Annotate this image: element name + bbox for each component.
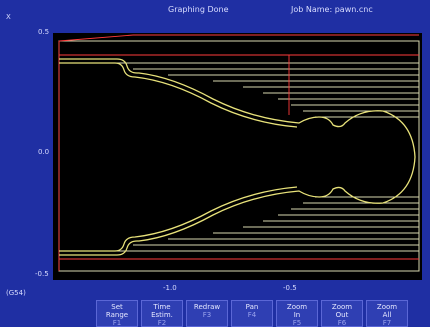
function-key-bar: Set Range F1 Time Estim. F2 Redraw F3 Pa… — [96, 300, 408, 327]
zoom-in-button[interactable]: Zoom In F5 — [276, 300, 318, 327]
roughing-passes — [59, 62, 419, 252]
title-bar: Graphing Done Job Name: pawn.cnc — [0, 0, 430, 24]
stock-outline — [58, 40, 420, 272]
x-axis-letter: X — [6, 13, 11, 21]
y-tick-label: -0.5 — [35, 270, 49, 278]
toolpath-graphic — [58, 34, 420, 272]
y-tick-label: 0.5 — [38, 28, 50, 36]
graphing-status: Graphing Done — [168, 5, 229, 14]
time-estimate-button[interactable]: Time Estim. F2 — [141, 300, 183, 327]
zoom-out-button[interactable]: Zoom Out F6 — [321, 300, 363, 327]
redraw-button[interactable]: Redraw F3 — [186, 300, 228, 327]
graph-area[interactable] — [53, 33, 422, 280]
zoom-all-button[interactable]: Zoom All F7 — [366, 300, 408, 327]
set-range-button[interactable]: Set Range F1 — [96, 300, 138, 327]
work-offset-label: (G54) — [6, 289, 26, 297]
x-tick-label: -1.0 — [163, 284, 177, 292]
pan-button[interactable]: Pan F4 — [231, 300, 273, 327]
y-tick-label: 0.0 — [38, 148, 50, 156]
rapid-moves — [58, 34, 419, 271]
job-name: Job Name: pawn.cnc — [291, 5, 373, 14]
part-profile — [59, 58, 416, 256]
x-tick-label: -0.5 — [283, 284, 297, 292]
